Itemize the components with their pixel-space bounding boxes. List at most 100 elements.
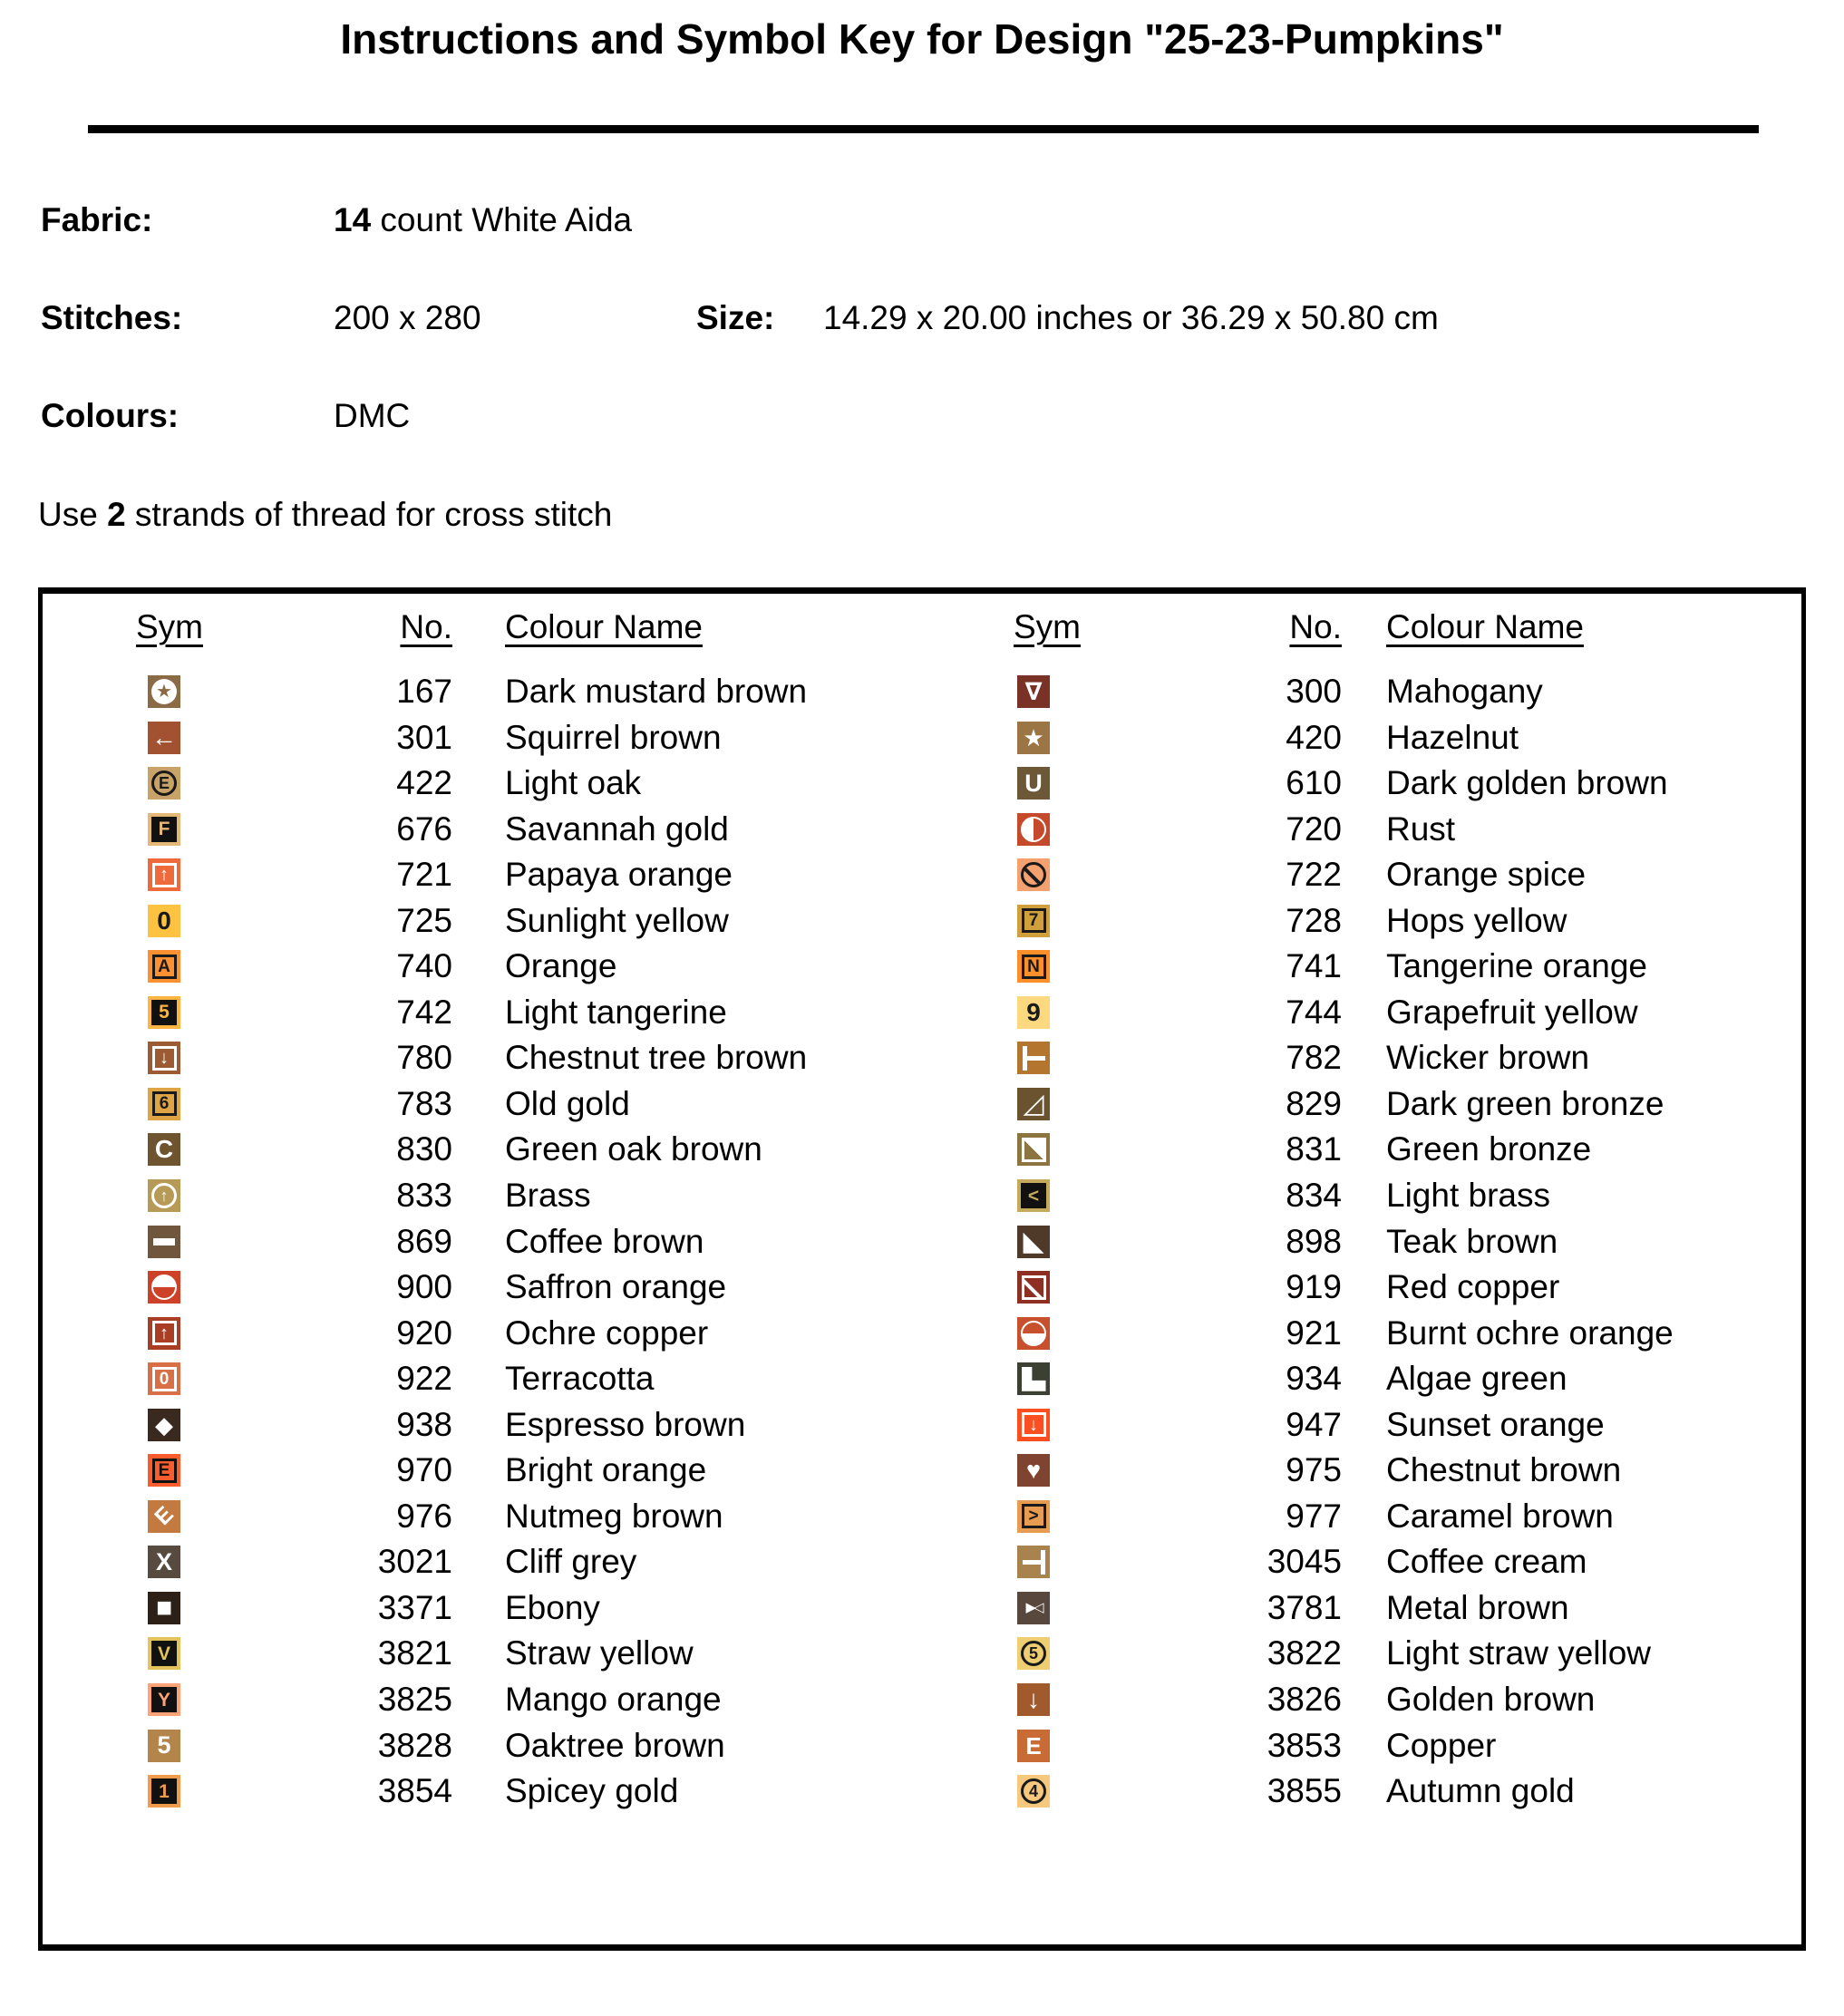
symbol-swatch: 0 — [148, 904, 180, 937]
symbol-swatch: F — [148, 812, 180, 846]
key-row: ↑ 920 Ochre copper 921 Burnt ochre orange — [43, 1311, 1801, 1357]
dmc-number: 934 — [1286, 1360, 1342, 1398]
stitches-line: Stitches: 200 x 280 Size: 14.29 x 20.00 … — [0, 299, 1844, 341]
colour-name: Light brass — [1386, 1177, 1550, 1215]
symbol-swatch: 5 — [1017, 1637, 1050, 1671]
fabric-value: 14 count White Aida — [334, 201, 633, 238]
dmc-number: 921 — [1286, 1313, 1342, 1352]
dmc-number: 741 — [1286, 947, 1342, 985]
colour-name: Old gold — [505, 1084, 630, 1122]
symbol-swatch: 7 — [1017, 904, 1050, 937]
colour-name: Chestnut brown — [1386, 1451, 1622, 1489]
symbol-swatch — [1017, 1362, 1050, 1396]
symbol-swatch: > — [1017, 1499, 1050, 1533]
key-row: Y 3825 Mango orange ↓ 3826 Golden brown — [43, 1677, 1801, 1723]
symbol-swatch: < — [1017, 1179, 1050, 1213]
header-no-left: No. — [400, 608, 452, 645]
dmc-number: 976 — [396, 1497, 452, 1535]
symbol-swatch — [1017, 1133, 1050, 1167]
dmc-number: 947 — [1286, 1405, 1342, 1443]
dmc-number: 676 — [396, 809, 452, 848]
dmc-number: 3828 — [377, 1726, 452, 1764]
colours-label: Colours: — [41, 397, 180, 434]
key-row: V 3821 Straw yellow 5 3822 Light straw yellow — [43, 1631, 1801, 1677]
fabric-label: Fabric: — [41, 201, 153, 238]
symbol-swatch: N — [1017, 950, 1050, 984]
colour-name: Spicey gold — [505, 1772, 679, 1810]
colour-name: Golden brown — [1386, 1681, 1596, 1719]
strands-note: Use 2 strands of thread for cross stitch — [38, 496, 613, 533]
size-label: Size: — [696, 299, 775, 336]
symbol-swatch: 1 — [148, 1775, 180, 1808]
colour-name: Savannah gold — [505, 809, 729, 848]
colour-name: Ebony — [505, 1588, 600, 1626]
key-row: 869 Coffee brown ◣ 898 Teak brown — [43, 1219, 1801, 1265]
size-value: 14.29 x 20.00 inches or 36.29 x 50.80 cm — [823, 299, 1439, 336]
dmc-number: 3045 — [1267, 1543, 1342, 1581]
key-row: 0 725 Sunlight yellow 7 728 Hops yellow — [43, 898, 1801, 945]
symbol-swatch: 5 — [148, 995, 180, 1029]
page-title: Instructions and Symbol Key for Design "… — [340, 15, 1504, 63]
key-row: A 740 Orange N 741 Tangerine orange — [43, 944, 1801, 990]
colour-name: Oaktree brown — [505, 1726, 725, 1764]
symbol-swatch — [148, 1225, 180, 1258]
key-row: ↓ 780 Chestnut tree brown 782 Wicker brown — [43, 1035, 1801, 1081]
key-row: ← 301 Squirrel brown ★ 420 Hazelnut — [43, 715, 1801, 761]
symbol-swatch — [1017, 1271, 1050, 1304]
dmc-number: 3855 — [1267, 1772, 1342, 1810]
dmc-number: 975 — [1286, 1451, 1342, 1489]
symbol-swatch: ∇ — [1017, 675, 1050, 708]
dmc-number: 833 — [396, 1177, 452, 1215]
colour-name: Hops yellow — [1386, 901, 1567, 939]
colour-name: Tangerine orange — [1386, 947, 1647, 985]
symbol-swatch: ← — [148, 721, 180, 754]
symbol-swatch: C — [148, 1133, 180, 1167]
dmc-number: 782 — [1286, 1039, 1342, 1077]
colour-name: Grapefruit yellow — [1386, 993, 1638, 1031]
key-row: 900 Saffron orange 919 Red copper — [43, 1265, 1801, 1311]
colour-name: Cliff grey — [505, 1543, 637, 1581]
key-row: ◆ 938 Espresso brown ↓ 947 Sunset orange — [43, 1402, 1801, 1449]
colour-name: Sunset orange — [1386, 1405, 1605, 1443]
dmc-number: 830 — [396, 1130, 452, 1168]
colour-name: Orange spice — [1386, 856, 1587, 894]
key-row: 0 922 Terracotta 934 Algae green — [43, 1356, 1801, 1402]
dmc-number: 919 — [1286, 1268, 1342, 1306]
key-row: 1 3854 Spicey gold 4 3855 Autumn gold — [43, 1769, 1801, 1815]
header-colour-left: Colour Name — [505, 608, 703, 645]
colour-name: Light tangerine — [505, 993, 727, 1031]
colour-name: Nutmeg brown — [505, 1497, 723, 1535]
dmc-number: 728 — [1286, 901, 1342, 939]
dmc-number: 970 — [396, 1451, 452, 1489]
symbol-swatch — [1017, 1546, 1050, 1579]
symbol-swatch: ◆ — [148, 1408, 180, 1441]
dmc-number: 3371 — [377, 1588, 452, 1626]
colour-name: Copper — [1386, 1726, 1497, 1764]
dmc-number: 301 — [396, 718, 452, 756]
colour-name: Dark golden brown — [1386, 764, 1668, 802]
colour-name: Coffee brown — [505, 1222, 704, 1260]
colour-name: Espresso brown — [505, 1405, 746, 1443]
dmc-number: 869 — [396, 1222, 452, 1260]
symbol-swatch: U — [1017, 767, 1050, 800]
symbol-swatch: 9 — [1017, 995, 1050, 1029]
dmc-number: 3822 — [1267, 1634, 1342, 1672]
symbol-swatch: 6 — [148, 1087, 180, 1120]
key-row: 6 783 Old gold ◿ 829 Dark green bronze — [43, 1081, 1801, 1128]
dmc-number: 938 — [396, 1405, 452, 1443]
colour-name: Papaya orange — [505, 856, 733, 894]
dmc-number: 167 — [396, 673, 452, 710]
dmc-number: 834 — [1286, 1177, 1342, 1215]
colour-name: Squirrel brown — [505, 718, 722, 756]
symbol-swatch: ♥ — [1017, 1454, 1050, 1488]
colour-name: Algae green — [1386, 1360, 1567, 1398]
dmc-number: 3021 — [377, 1543, 452, 1581]
colour-name: Rust — [1386, 809, 1456, 848]
colour-name: Green bronze — [1386, 1130, 1592, 1168]
dmc-number: 722 — [1286, 856, 1342, 894]
symbol-swatch: X — [148, 1546, 180, 1579]
dmc-number: 721 — [396, 856, 452, 894]
symbol-swatch: 0 — [148, 1362, 180, 1396]
key-row: ↑ 833 Brass <834 Light brass — [43, 1173, 1801, 1219]
colour-name: Burnt ochre orange — [1386, 1313, 1674, 1352]
